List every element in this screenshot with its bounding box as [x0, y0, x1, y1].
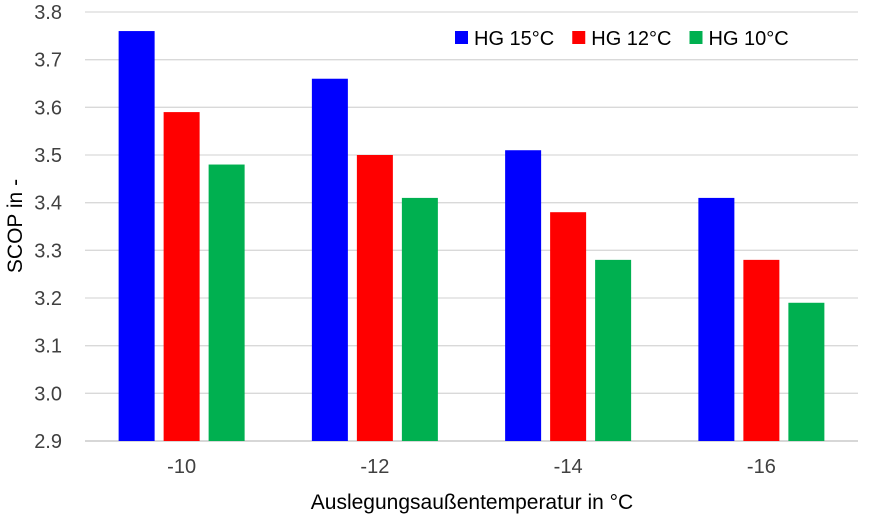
y-tick-label: 3.0 [34, 383, 62, 405]
bar [550, 212, 587, 441]
y-tick-label: 3.6 [34, 97, 62, 119]
legend-label: HG 15°C [474, 28, 554, 50]
x-tick-label: -14 [554, 456, 583, 478]
bar [401, 197, 438, 441]
y-tick-label: 3.1 [34, 336, 62, 358]
y-tick-label: 3.4 [34, 193, 62, 215]
bar [595, 259, 632, 441]
bar [163, 112, 200, 441]
y-tick-label: 3.2 [34, 288, 62, 310]
y-tick-label: 2.9 [34, 431, 62, 453]
y-tick-label: 3.3 [34, 240, 62, 262]
x-tick-label: -12 [360, 456, 389, 478]
legend-swatch [572, 31, 586, 44]
y-tick-label: 3.7 [34, 50, 62, 72]
bar [788, 302, 825, 441]
bar [505, 150, 542, 441]
bar [208, 164, 245, 442]
bar [118, 31, 155, 442]
gridlines [85, 11, 858, 442]
x-axis-label: Auslegungsaußentemperatur in °C [311, 491, 633, 514]
y-tick-label: 3.8 [34, 2, 62, 24]
bar [698, 197, 735, 441]
legend-swatch [455, 31, 468, 44]
legend-label: HG 12°C [591, 28, 671, 50]
bar [356, 155, 393, 441]
legend-label: HG 10°C [709, 28, 789, 50]
bars [118, 31, 825, 442]
bar [311, 78, 348, 441]
x-tick-label: -16 [747, 456, 776, 478]
legend-swatch [689, 31, 703, 44]
y-axis-label: SCOP in - [4, 179, 27, 273]
x-tick-label: -10 [167, 456, 196, 478]
legend: HG 15°C HG 12°C HG 10°C [455, 28, 789, 50]
y-tick-label: 3.5 [34, 145, 62, 167]
x-axis-ticks: -10 -12 -14 -16 [167, 456, 776, 478]
y-axis-ticks: 2.9 3.0 3.1 3.2 3.3 3.4 3.5 3.6 3.7 3.8 [34, 2, 62, 453]
bar [743, 259, 780, 441]
